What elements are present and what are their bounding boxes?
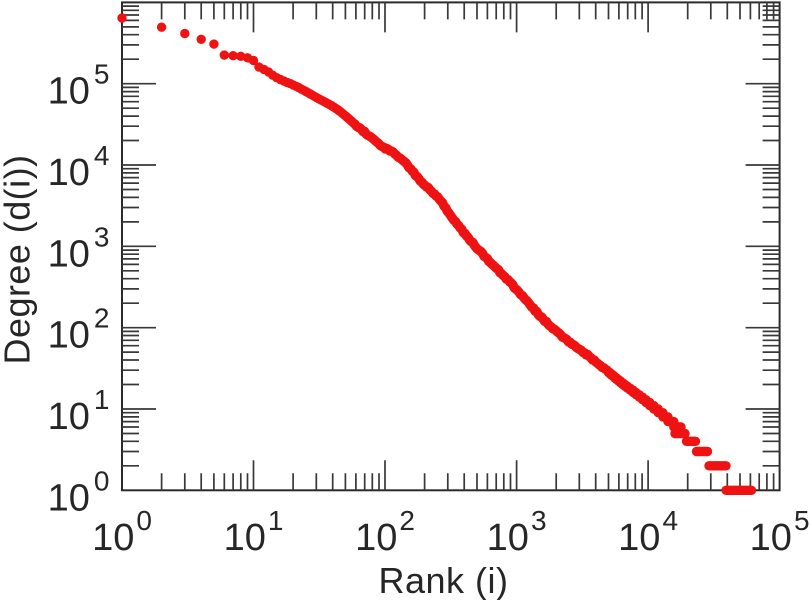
svg-text:105: 105 <box>48 59 110 113</box>
svg-text:103: 103 <box>48 221 110 275</box>
svg-text:100: 100 <box>48 465 110 519</box>
svg-text:Degree (d(i)): Degree (d(i)) <box>0 155 38 365</box>
svg-text:102: 102 <box>355 505 415 559</box>
svg-text:103: 103 <box>487 505 547 559</box>
svg-text:105: 105 <box>750 505 810 559</box>
svg-text:102: 102 <box>48 303 110 357</box>
svg-text:Rank (i): Rank (i) <box>378 560 508 600</box>
svg-text:104: 104 <box>48 140 110 194</box>
svg-text:104: 104 <box>618 505 678 559</box>
svg-text:101: 101 <box>48 384 110 438</box>
svg-text:100: 100 <box>92 505 152 559</box>
svg-text:101: 101 <box>224 505 284 559</box>
